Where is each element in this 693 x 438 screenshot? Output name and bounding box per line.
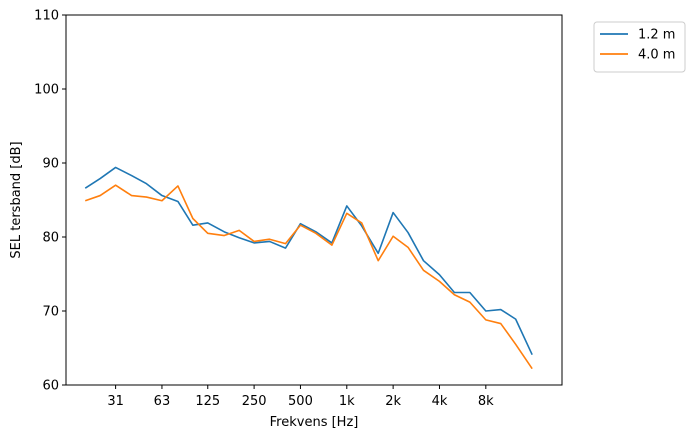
y-tick-label: 70	[42, 305, 59, 320]
x-tick-label: 250	[242, 394, 267, 409]
y-tick-label: 60	[42, 379, 59, 394]
y-tick-label: 90	[42, 157, 59, 172]
x-tick-label: 125	[195, 394, 220, 409]
plot-frame	[65, 14, 563, 386]
y-tick-label: 110	[34, 9, 59, 24]
series-layer	[84, 166, 533, 370]
y-tick-label: 100	[34, 83, 59, 98]
x-tick-label: 8k	[478, 394, 494, 409]
x-tick-label: 31	[107, 394, 124, 409]
series-line-2	[84, 184, 533, 370]
legend-label: 4.0 m	[638, 48, 675, 63]
y-axis: 60 70 80 90 100 110	[34, 9, 66, 394]
x-tick-label: 4k	[432, 394, 448, 409]
y-axis-label: SEL tersband [dB]	[9, 141, 24, 258]
legend: 1.2 m 4.0 m	[593, 21, 686, 73]
y-tick-label: 80	[42, 231, 59, 246]
x-tick-label: 1k	[339, 394, 355, 409]
x-tick-label: 63	[154, 394, 171, 409]
series-line-1	[84, 166, 533, 355]
x-tick-label: 2k	[385, 394, 401, 409]
x-axis-label: Frekvens [Hz]	[270, 415, 359, 430]
x-tick-label: 500	[288, 394, 313, 409]
x-axis: 31 63 125 250 500 1k 2k 4k 8k	[107, 385, 494, 409]
legend-label: 1.2 m	[638, 28, 675, 43]
